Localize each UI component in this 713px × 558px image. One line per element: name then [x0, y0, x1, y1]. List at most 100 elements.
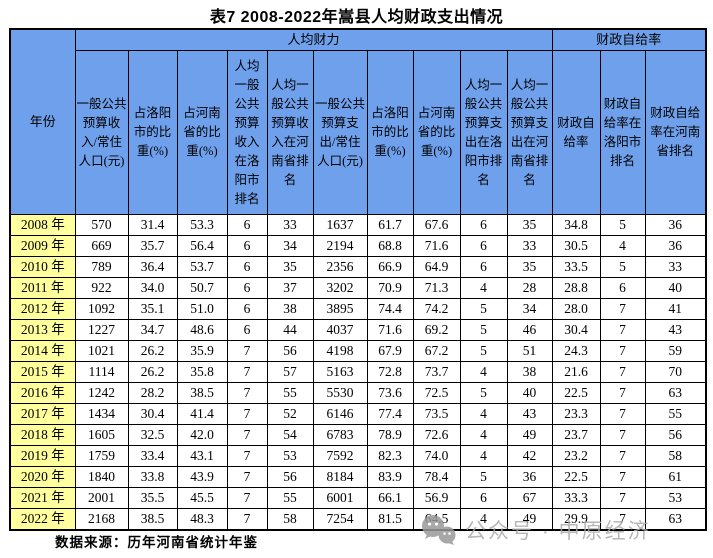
- data-cell: 53: [266, 445, 314, 467]
- data-cell: 69.2: [412, 319, 461, 341]
- data-cell: 4: [459, 445, 508, 467]
- data-cell: 72.8: [366, 361, 414, 383]
- data-cell: 6: [459, 256, 508, 278]
- data-cell: 70.9: [366, 277, 414, 299]
- data-cell: 74.2: [412, 298, 461, 320]
- data-cell: 1434: [74, 403, 129, 425]
- column-header: 财政自给率在河南省排名: [644, 50, 707, 215]
- year-column-header: 年份: [9, 28, 76, 215]
- data-cell: 35: [506, 214, 553, 236]
- fiscal-table: 年份 人均财力 财政自给率 一般公共预算收入/常住人口(元) 占洛阳市的比重(%…: [9, 28, 708, 531]
- data-cell: 7592: [312, 445, 368, 467]
- data-cell: 48.6: [176, 319, 228, 341]
- data-cell: 5: [459, 382, 508, 404]
- data-cell: 5: [459, 298, 508, 320]
- self-sufficiency-group-header: 财政自给率: [551, 28, 707, 51]
- data-cell: 6: [599, 277, 646, 299]
- year-cell: 2011 年: [9, 277, 76, 299]
- column-header: 财政自给率: [551, 50, 601, 215]
- data-cell: 29.9: [551, 508, 601, 531]
- data-cell: 34.7: [127, 319, 178, 341]
- column-header-row: 一般公共预算收入/常住人口(元) 占洛阳市的比重(%) 占河南省的比重(%) 人…: [10, 50, 707, 215]
- data-cell: 73.5: [412, 403, 461, 425]
- data-cell: 77.4: [366, 403, 414, 425]
- data-cell: 36: [644, 214, 707, 236]
- data-cell: 38: [266, 298, 314, 320]
- data-cell: 6: [226, 256, 268, 278]
- data-cell: 669: [74, 235, 129, 257]
- column-header: 占洛阳市的比重(%): [127, 50, 178, 215]
- data-cell: 58: [266, 508, 314, 531]
- data-cell: 35.5: [127, 487, 178, 509]
- data-cell: 33: [644, 256, 707, 278]
- data-cell: 7: [599, 298, 646, 320]
- table-row: 2019 年 1759 33.4 43.1 7 53 7592 82.3 74.0 4 42 23.2…: [9, 445, 707, 467]
- data-cell: 7: [226, 487, 268, 509]
- data-cell: 7: [226, 340, 268, 362]
- data-cell: 7: [599, 445, 646, 467]
- data-cell: 5: [459, 466, 508, 488]
- data-cell: 42.0: [176, 424, 228, 446]
- data-cell: 28.8: [551, 277, 601, 299]
- data-cell: 6: [226, 235, 268, 257]
- data-cell: 7254: [312, 508, 368, 531]
- data-cell: 7: [226, 361, 268, 383]
- column-header: 人均一般公共预算支出在洛阳市排名: [459, 50, 508, 215]
- data-cell: 68.8: [366, 235, 414, 257]
- data-cell: 1021: [74, 340, 129, 362]
- data-cell: 5530: [312, 382, 368, 404]
- data-cell: 57: [266, 361, 314, 383]
- data-cell: 66.9: [366, 256, 414, 278]
- data-cell: 33.4: [127, 445, 178, 467]
- data-cell: 30.4: [551, 319, 601, 341]
- table-header: 年份 人均财力 财政自给率 一般公共预算收入/常住人口(元) 占洛阳市的比重(%…: [9, 28, 707, 215]
- data-cell: 6: [226, 277, 268, 299]
- data-cell: 1759: [74, 445, 129, 467]
- data-cell: 6: [226, 319, 268, 341]
- data-cell: 54: [266, 424, 314, 446]
- data-cell: 44: [266, 319, 314, 341]
- data-cell: 41: [644, 298, 707, 320]
- data-cell: 28: [506, 277, 553, 299]
- data-cell: 6: [459, 487, 508, 509]
- data-cell: 63: [644, 382, 707, 404]
- data-cell: 32.5: [127, 424, 178, 446]
- data-cell: 4: [459, 403, 508, 425]
- data-cell: 56: [266, 466, 314, 488]
- data-cell: 38.5: [176, 382, 228, 404]
- data-source-note: 数据来源：历年河南省统计年鉴: [55, 535, 258, 550]
- year-cell: 2020 年: [9, 466, 76, 488]
- data-cell: 40: [506, 382, 553, 404]
- data-cell: 51: [506, 340, 553, 362]
- data-cell: 43.1: [176, 445, 228, 467]
- data-cell: 73.7: [412, 361, 461, 383]
- data-cell: 30.4: [127, 403, 178, 425]
- data-cell: 71.3: [412, 277, 461, 299]
- column-header: 人均一般公共预算支出在河南省排名: [506, 50, 553, 215]
- data-cell: 7: [599, 487, 646, 509]
- data-cell: 23.7: [551, 424, 601, 446]
- year-cell: 2008 年: [9, 214, 76, 236]
- year-cell: 2022 年: [9, 508, 76, 531]
- data-cell: 34.0: [127, 277, 178, 299]
- data-cell: 71.6: [366, 319, 414, 341]
- data-cell: 70: [644, 361, 707, 383]
- year-cell: 2019 年: [9, 445, 76, 467]
- data-cell: 24.3: [551, 340, 601, 362]
- data-cell: 74.4: [366, 298, 414, 320]
- data-cell: 922: [74, 277, 129, 299]
- table-row: 2015 年 1114 26.2 35.8 7 57 5163 72.8 73.7 4 38 21.6…: [9, 361, 707, 383]
- data-cell: 55: [266, 487, 314, 509]
- data-cell: 4037: [312, 319, 368, 341]
- column-header: 人均一般公共预算收入在洛阳市排名: [226, 50, 268, 215]
- data-cell: 38.5: [127, 508, 178, 531]
- year-cell: 2016 年: [9, 382, 76, 404]
- data-cell: 3895: [312, 298, 368, 320]
- column-header: 一般公共预算收入/常住人口(元): [74, 50, 129, 215]
- data-cell: 46: [506, 319, 553, 341]
- data-cell: 34: [266, 235, 314, 257]
- data-cell: 36: [506, 466, 553, 488]
- table-row: 2012 年 1092 35.1 51.0 6 38 3895 74.4 74.2 5 34 28.0…: [9, 298, 707, 320]
- data-cell: 72.5: [412, 382, 461, 404]
- data-cell: 7: [599, 403, 646, 425]
